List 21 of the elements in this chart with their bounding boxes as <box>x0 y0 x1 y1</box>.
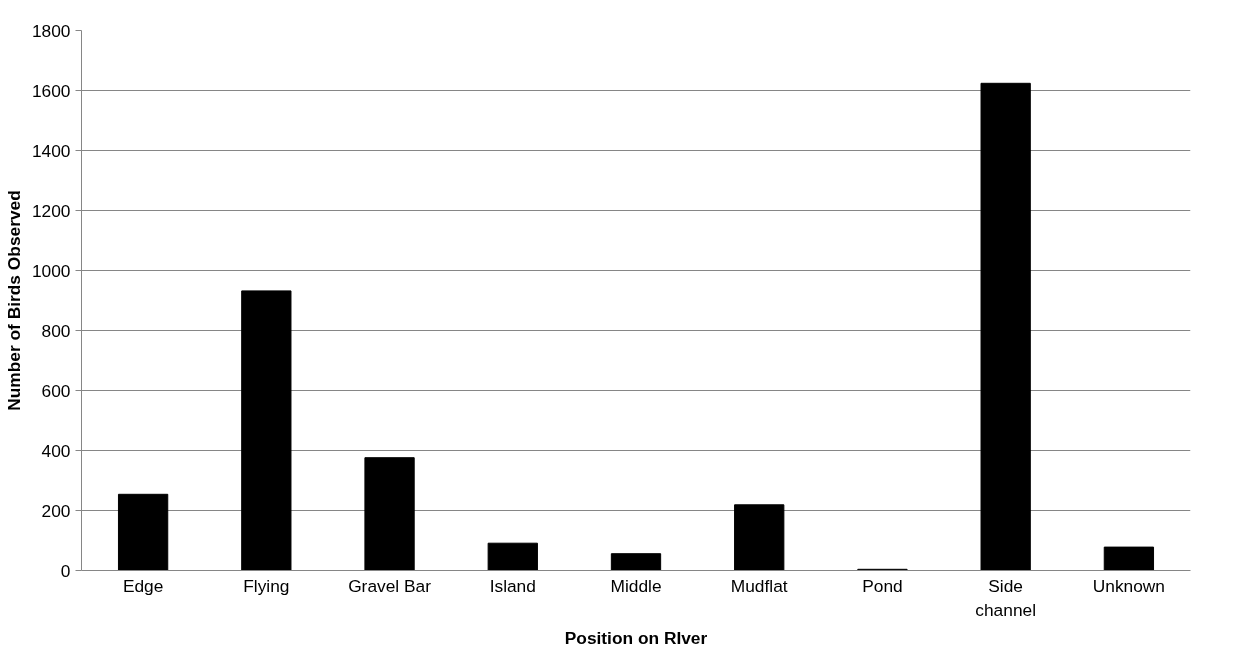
x-tick-label: Mudflat <box>730 575 788 596</box>
y-axis-title: Number of Birds Observed <box>3 190 24 411</box>
y-tick-label: 200 <box>41 500 71 521</box>
x-tick-label: Island <box>489 575 536 596</box>
x-tick-label: Side channel <box>975 575 1037 620</box>
y-tick-label: 800 <box>41 320 71 341</box>
y-tick-label: 400 <box>41 440 71 461</box>
x-tick-label: Flying <box>243 575 290 596</box>
x-tick-label: Edge <box>122 575 164 596</box>
x-tick-label: Unknown <box>1092 575 1166 596</box>
y-tick-label: 0 <box>60 560 71 581</box>
y-tick-label: 1000 <box>31 260 71 281</box>
y-tick-label: 1800 <box>31 20 71 41</box>
x-tick-label: Middle <box>610 575 662 596</box>
y-tick-label: 1400 <box>31 140 71 161</box>
y-tick-label: 600 <box>41 380 71 401</box>
x-tick-label: Gravel Bar <box>348 575 432 596</box>
x-axis-title: Position on RIver <box>564 627 708 648</box>
x-tick-label: Pond <box>862 575 903 596</box>
y-tick-label: 1600 <box>31 80 71 101</box>
y-tick-label: 1200 <box>31 200 71 221</box>
